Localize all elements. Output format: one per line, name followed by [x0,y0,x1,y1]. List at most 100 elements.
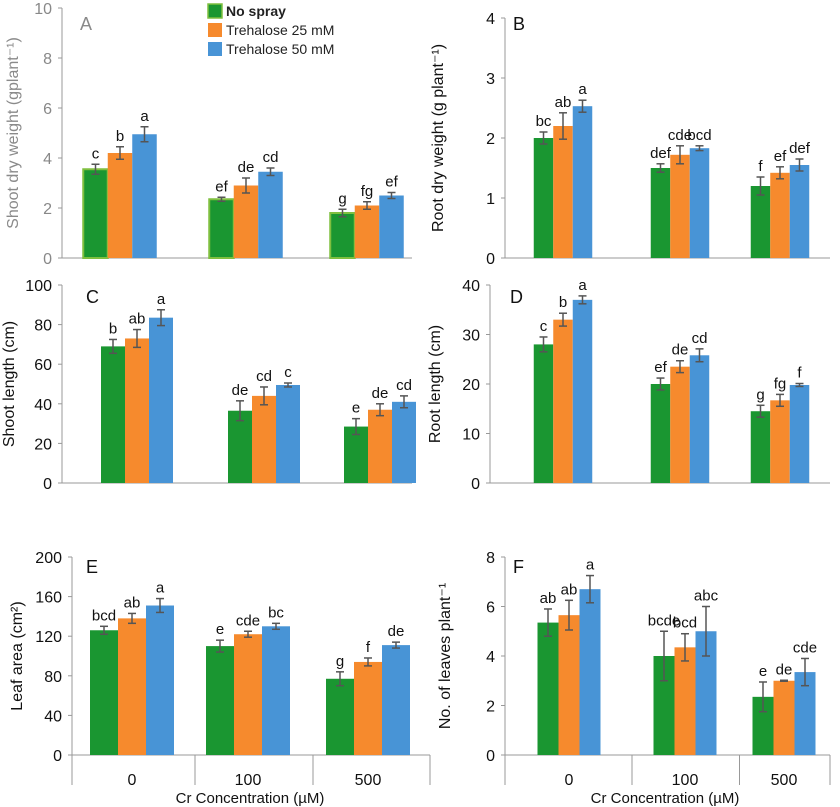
bar-no-spray-100 [208,198,235,259]
y-axis-label: Root length (cm) [427,325,444,443]
significance-letter: fg [774,375,787,392]
significance-letter: ab [555,94,572,111]
bar-no-spray-0 [533,344,554,483]
significance-letter: ab [561,581,578,598]
y-tick-label: 80 [44,669,62,686]
significance-letter: f [366,639,371,656]
significance-letter: b [109,320,117,337]
bar-no-spray-0 [537,622,559,755]
bar-no-spray-500 [326,678,354,755]
significance-letter: cde [668,127,692,144]
bar-no-spray-500 [750,186,771,258]
panel-label: C [86,287,99,307]
significance-letter: a [578,81,587,98]
significance-letter: g [756,386,764,403]
y-tick-label: 20 [34,436,52,453]
significance-letter: def [789,140,811,157]
significance-letter: ef [774,148,787,165]
significance-letter: cde [236,612,260,629]
bar-trehalose-25-500 [354,661,382,755]
bar-trehalose-50-0 [572,299,593,483]
bar-no-spray-100 [228,410,252,483]
significance-letter: cd [692,330,708,347]
y-tick-label: 60 [34,357,52,374]
y-tick-label: 0 [486,748,495,765]
y-tick-label: 120 [35,629,62,646]
significance-letter: c [92,145,100,162]
bar-trehalose-25-0 [107,153,133,258]
significance-letter: a [578,277,587,294]
x-tick-label: 0 [565,772,574,789]
bar-trehalose-25-100 [670,154,690,258]
y-tick-label: 0 [486,251,495,268]
y-tick-label: 6 [486,600,495,617]
chart-panel-a: 0 2 4 6 8 10 A Shoot dry weight (gplant⁻¹) c ef g b… [5,1,412,268]
y-tick-label: 2 [43,201,52,218]
bar-trehalose-50-100 [689,148,710,258]
bar-trehalose-50-500 [789,165,810,258]
bar-trehalose-25-500 [773,680,795,755]
bar-no-spray-500 [344,426,368,483]
bar-trehalose-50-500 [794,672,816,755]
significance-letter: f [797,365,802,382]
x-tick-label: 100 [235,772,262,789]
bar-no-spray-100 [653,656,675,755]
y-axis-label: Shoot dry weight (gplant⁻¹) [5,37,22,229]
bar-trehalose-25-100 [234,634,262,755]
bar-no-spray-500 [752,696,774,755]
y-tick-label: 1 [486,191,495,208]
legend-label-trehalose-25: Trehalose 25 mM [226,22,334,38]
y-tick-label: 0 [53,748,62,765]
y-tick-label: 8 [43,51,52,68]
significance-letter: bcd [673,615,697,632]
y-tick-label: 4 [486,11,495,28]
y-tick-label: 160 [35,590,62,607]
bar-no-spray-0 [90,630,118,755]
bar-no-spray-100 [650,168,671,258]
bar-no-spray-500 [329,212,356,259]
significance-letter: de [672,342,689,359]
panel-label: F [513,557,524,577]
y-tick-label: 0 [43,476,52,493]
y-tick-label: 2 [486,131,495,148]
legend-swatch-trehalose-50 [208,42,222,56]
y-tick-label: 10 [34,1,52,18]
bar-no-spray-100 [206,646,234,755]
panel-label: A [80,14,92,34]
bar-trehalose-25-0 [553,126,573,258]
legend-label-no-spray: No spray [226,3,286,19]
bar-trehalose-50-0 [149,317,173,483]
significance-letter: e [352,400,360,417]
y-tick-label: 40 [34,397,52,414]
bar-trehalose-50-500 [392,401,416,483]
bar-trehalose-50-0 [146,605,174,755]
significance-letter: ef [654,359,667,376]
y-tick-label: 4 [486,649,495,666]
x-tick-label: 500 [771,772,798,789]
significance-letter: cd [263,149,279,166]
x-tick-label: 100 [672,772,699,789]
significance-letter: abc [694,588,719,605]
panel-label: E [86,557,98,577]
bar-trehalose-50-500 [379,195,404,258]
bar-trehalose-25-0 [553,319,573,483]
y-tick-label: 3 [486,71,495,88]
significance-letter: a [157,291,166,308]
significance-letter: a [586,557,595,574]
significance-letter: de [776,661,793,678]
significance-letter: ef [385,174,398,191]
y-tick-label: 0 [471,476,480,493]
bar-no-spray-0 [82,168,109,259]
significance-letter: de [388,623,405,640]
bar-no-spray-100 [650,384,671,483]
bar-trehalose-25-500 [770,400,790,483]
significance-letter: c [540,318,548,335]
y-tick-label: 200 [35,550,62,567]
significance-letter: a [156,580,165,597]
y-tick-label: 20 [462,377,480,394]
y-axis-label: Shoot length (cm) [1,321,18,447]
